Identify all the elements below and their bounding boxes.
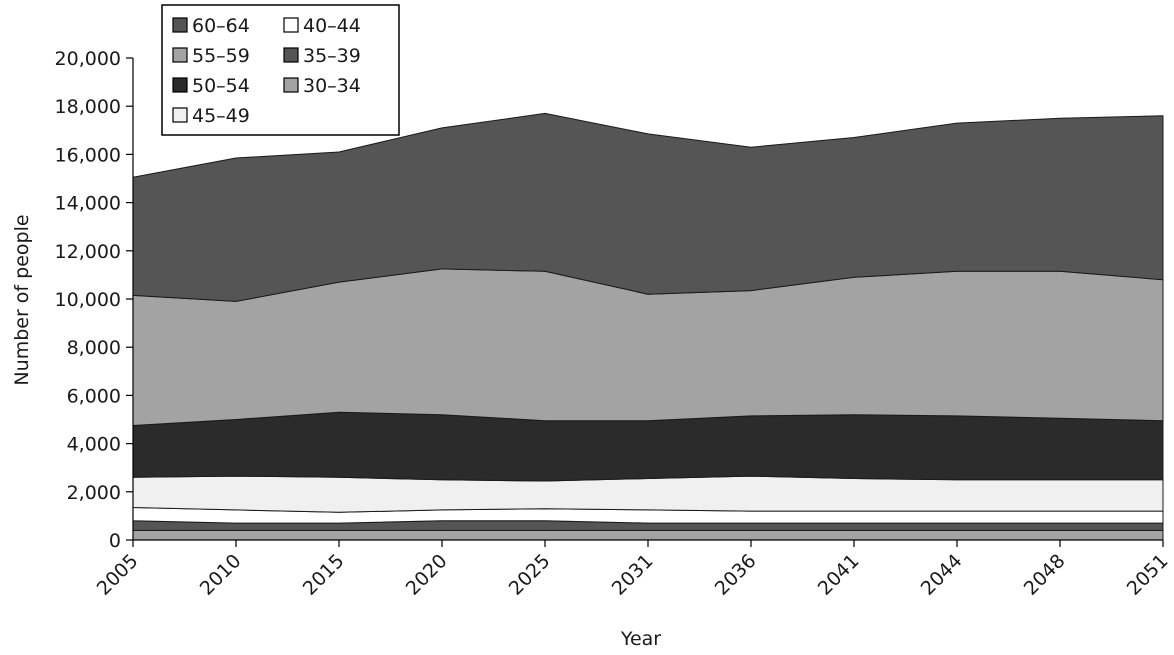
- area-series-30-34: [132, 529, 1164, 541]
- y-axis-ticks: 0 2,000 4,000 6,000 8,000 10,000 12,000 14,000 1…: [55, 48, 133, 552]
- x-tick-label: 2005: [93, 550, 143, 600]
- x-tick-label: 2025: [505, 550, 555, 600]
- legend-swatch: [172, 17, 188, 33]
- y-tick-label: 12,000: [55, 241, 121, 263]
- y-tick-label: 2,000: [67, 482, 121, 504]
- x-tick-label: 2051: [1123, 550, 1173, 600]
- legend-label: 35–39: [303, 45, 361, 67]
- legend-item-45-49: 45–49: [172, 105, 250, 127]
- legend-item-50-54: 50–54: [172, 75, 250, 97]
- legend-swatch: [283, 77, 299, 93]
- y-tick-label: 20,000: [55, 48, 121, 70]
- legend-label: 45–49: [192, 105, 250, 127]
- x-tick-label: 2010: [196, 550, 246, 600]
- y-tick-label: 4,000: [67, 434, 121, 456]
- y-tick-label: 14,000: [55, 193, 121, 215]
- area-series-60-64: [132, 112, 1164, 302]
- legend-swatch: [172, 107, 188, 123]
- legend: 60–64 40–44 55–59 35–39 50–54 30–34 45–49: [161, 4, 400, 136]
- legend-item-55-59: 55–59: [172, 45, 250, 67]
- x-tick-label: 2015: [299, 550, 349, 600]
- area-series-45-49: [132, 475, 1164, 513]
- legend-item-40-44: 40–44: [283, 15, 361, 37]
- y-tick-label: 0: [109, 530, 121, 552]
- x-tick-label: 2031: [608, 550, 658, 600]
- area-series-group: [132, 112, 1164, 541]
- x-tick-label: 2036: [711, 550, 761, 600]
- legend-item-30-34: 30–34: [283, 75, 361, 97]
- legend-box: [161, 4, 400, 136]
- legend-label: 50–54: [192, 75, 250, 97]
- legend-item-35-39: 35–39: [283, 45, 361, 67]
- y-tick-label: 10,000: [55, 289, 121, 311]
- legend-label: 40–44: [303, 15, 361, 37]
- y-tick-label: 8,000: [67, 337, 121, 359]
- x-tick-label: 2020: [402, 550, 452, 600]
- x-axis-title: Year: [620, 628, 661, 650]
- legend-label: 30–34: [303, 75, 361, 97]
- y-tick-label: 6,000: [67, 385, 121, 407]
- x-axis-ticks: 2005 2010 2015 2020 2025 2031 2036 2041 2044 2048…: [93, 540, 1173, 600]
- y-tick-label: 16,000: [55, 144, 121, 166]
- legend-label: 60–64: [192, 15, 250, 37]
- legend-swatch: [172, 77, 188, 93]
- legend-label: 55–59: [192, 45, 250, 67]
- y-tick-label: 18,000: [55, 96, 121, 118]
- y-axis-title: Number of people: [11, 214, 33, 385]
- x-tick-label: 2044: [917, 550, 967, 600]
- legend-swatch: [283, 17, 299, 33]
- x-tick-label: 2041: [814, 550, 864, 600]
- x-tick-label: 2048: [1020, 550, 1070, 600]
- legend-swatch: [283, 47, 299, 63]
- legend-swatch: [172, 47, 188, 63]
- legend-item-60-64: 60–64: [172, 15, 250, 37]
- area-series-50-54: [132, 411, 1164, 482]
